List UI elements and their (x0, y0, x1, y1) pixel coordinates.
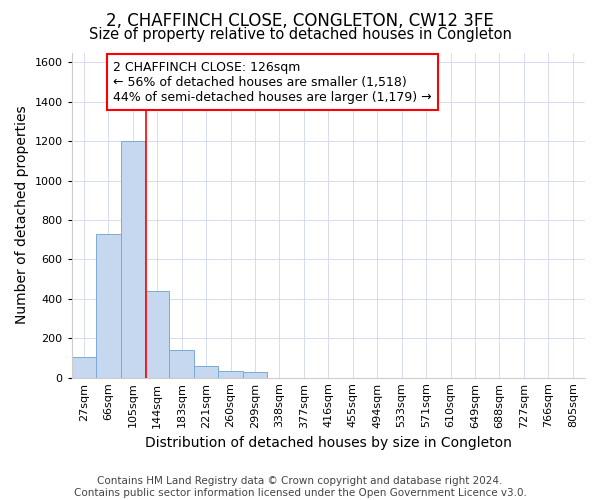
Bar (169, 350, 194, 378)
Bar (243, 372, 267, 378)
Bar (218, 371, 243, 378)
Text: 2 CHAFFINCH CLOSE: 126sqm
← 56% of detached houses are smaller (1,518)
44% of se: 2 CHAFFINCH CLOSE: 126sqm ← 56% of detac… (113, 60, 431, 104)
Text: Contains HM Land Registry data © Crown copyright and database right 2024.
Contai: Contains HM Land Registry data © Crown c… (74, 476, 526, 498)
Bar (145, 291, 169, 378)
Text: 2, CHAFFINCH CLOSE, CONGLETON, CW12 3FE: 2, CHAFFINCH CLOSE, CONGLETON, CW12 3FE (106, 12, 494, 30)
Bar (72, 357, 96, 378)
Bar (96, 234, 121, 378)
Bar (121, 141, 145, 378)
X-axis label: Distribution of detached houses by size in Congleton: Distribution of detached houses by size … (145, 436, 512, 450)
Text: Size of property relative to detached houses in Congleton: Size of property relative to detached ho… (89, 28, 511, 42)
Bar (194, 366, 218, 378)
Y-axis label: Number of detached properties: Number of detached properties (15, 106, 29, 324)
